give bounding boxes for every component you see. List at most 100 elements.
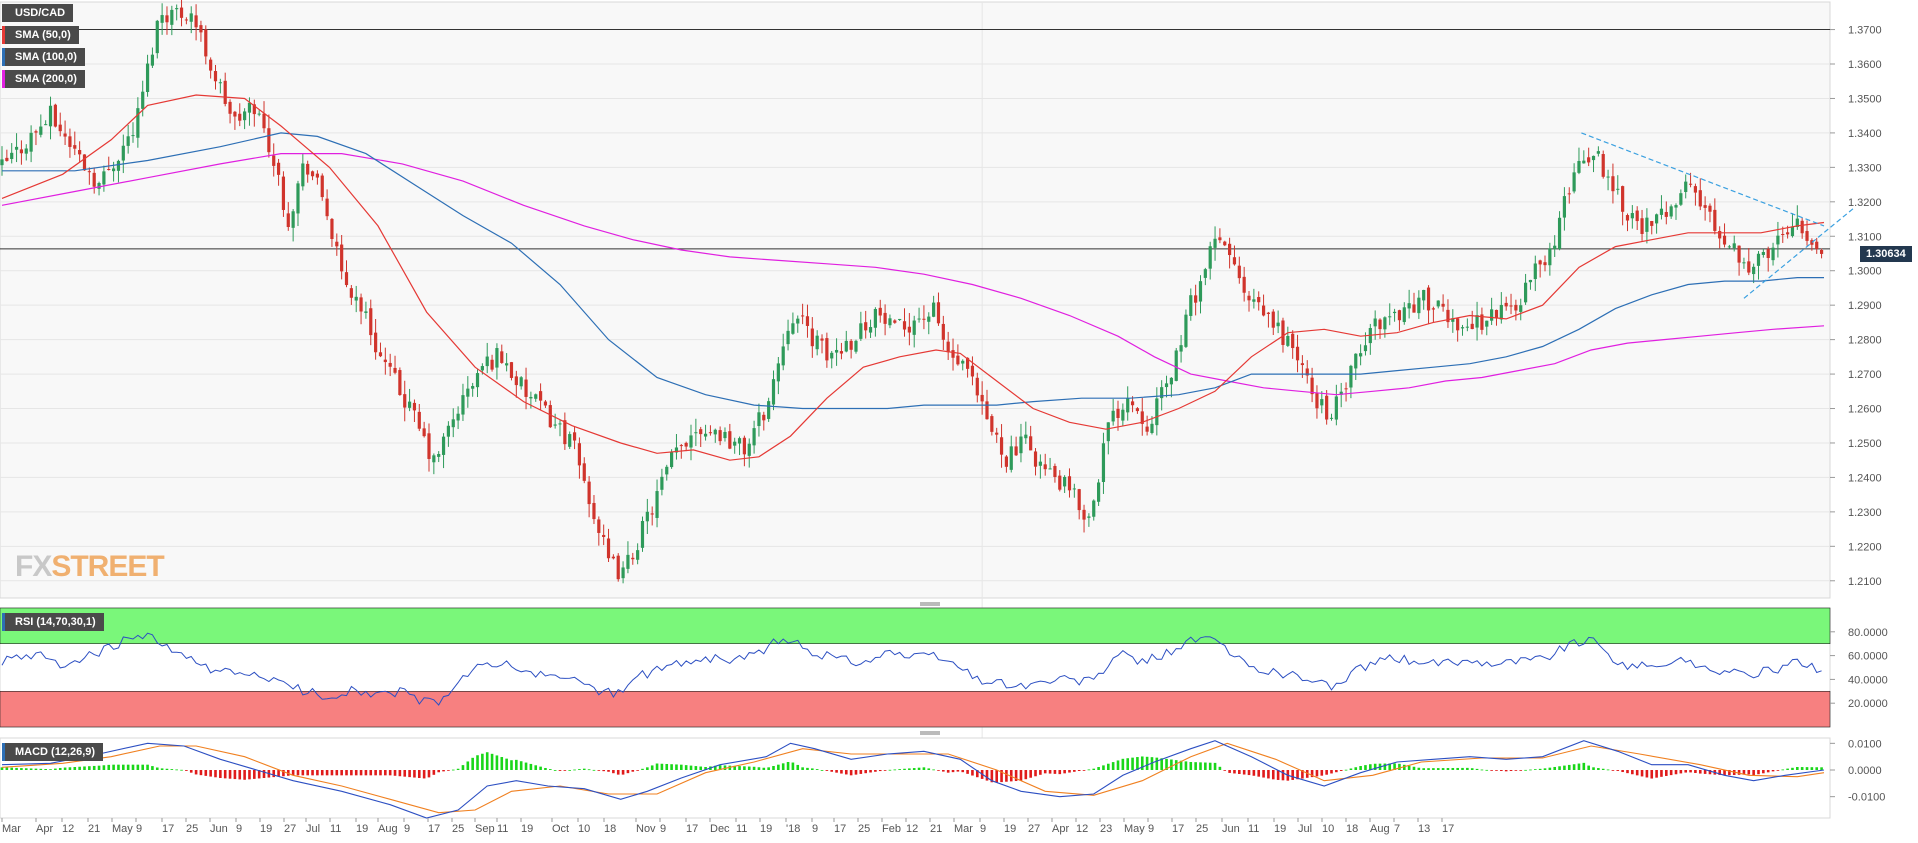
legend-sma200[interactable]: SMA (200,0)	[2, 70, 85, 88]
candle-body	[1611, 176, 1615, 192]
macd-histogram-bar	[262, 770, 266, 778]
macd-histogram-bar	[417, 770, 421, 778]
x-tick-label: Jul	[306, 823, 320, 835]
macd-histogram-bar	[1582, 762, 1586, 770]
candle-body	[1805, 231, 1809, 241]
candle-body	[830, 352, 834, 359]
candle-body	[548, 405, 552, 428]
macd-histogram-bar	[73, 767, 77, 770]
candle-body	[616, 555, 620, 580]
candle-body	[466, 388, 470, 397]
macd-histogram-bar	[1223, 770, 1227, 771]
candle-body	[1708, 205, 1712, 212]
macd-histogram-bar	[1747, 770, 1751, 775]
macd-histogram-bar	[447, 770, 450, 771]
candle-body	[1383, 317, 1387, 330]
candle-body	[170, 9, 174, 25]
candle-body	[873, 308, 877, 328]
macd-histogram-bar	[427, 770, 431, 778]
candle-body	[238, 113, 242, 121]
candle-body	[631, 557, 635, 560]
candle-body	[14, 146, 19, 150]
candle-body	[267, 128, 271, 153]
macd-histogram-bar	[568, 770, 572, 771]
candle-body	[374, 332, 378, 353]
macd-histogram-bar	[1043, 770, 1047, 774]
candle-body	[1417, 297, 1421, 314]
candle-body	[568, 434, 572, 447]
x-tick-label: Jun	[1222, 823, 1240, 835]
main-y-tick-label: 1.2500	[1848, 438, 1882, 450]
candle-body	[1737, 245, 1741, 263]
candle-body	[1363, 345, 1368, 352]
legend-symbol[interactable]: USD/CAD	[2, 4, 74, 22]
candle-body	[141, 91, 145, 109]
macd-histogram-bar	[1810, 767, 1814, 770]
macd-histogram-bar	[151, 766, 154, 770]
macd-histogram-bar	[180, 769, 183, 771]
candle-body	[825, 338, 829, 361]
candle-body	[956, 355, 960, 365]
rsi-y-tick-label: 20.0000	[1848, 698, 1888, 710]
macd-title[interactable]: MACD (12,26,9)	[2, 743, 104, 761]
candle-body	[1237, 265, 1241, 279]
macd-histogram-bar	[1500, 770, 1503, 771]
candle-body	[82, 154, 87, 171]
macd-histogram-bar	[932, 769, 935, 771]
macd-histogram-bar	[1058, 770, 1062, 775]
rsi-y-tick-label: 40.0000	[1848, 674, 1888, 686]
candle-body	[359, 297, 363, 312]
macd-histogram-bar	[515, 759, 518, 770]
macd-histogram-bar	[519, 761, 523, 770]
legend-sma100[interactable]: SMA (100,0)	[2, 48, 85, 66]
candle-body	[364, 311, 368, 313]
candle-body	[252, 104, 256, 115]
candle-body	[728, 431, 732, 449]
candle-body	[1121, 409, 1125, 421]
macd-histogram-bar	[136, 764, 140, 770]
macd-histogram-bar	[1170, 759, 1173, 770]
legend-sma50[interactable]: SMA (50,0)	[2, 26, 79, 44]
macd-histogram-bar	[1092, 768, 1096, 770]
macd-histogram-bar	[1412, 766, 1416, 770]
candle-body	[0, 159, 4, 166]
macd-y-tick-label: 0.0100	[1848, 738, 1882, 750]
macd-histogram-bar	[1640, 770, 1644, 777]
candle-body	[606, 538, 611, 559]
macd-histogram-bar	[937, 770, 940, 771]
candle-body	[58, 124, 62, 132]
macd-histogram-bar	[1393, 763, 1396, 770]
macd-histogram-bar	[413, 770, 416, 778]
macd-histogram-bar	[636, 770, 639, 771]
candle-body	[1674, 205, 1678, 208]
sma100-line	[2, 132, 1824, 410]
macd-histogram-bar	[718, 765, 722, 770]
macd-histogram-bar	[1684, 770, 1688, 773]
x-tick-label: 9	[1148, 823, 1154, 835]
macd-histogram-bar	[1543, 768, 1547, 770]
macd-histogram-bar	[291, 770, 295, 776]
candle-body	[1155, 398, 1159, 426]
macd-histogram-bar	[1126, 758, 1130, 770]
macd-histogram-bar	[912, 768, 916, 770]
candle-body	[344, 272, 349, 286]
candles-group	[0, 0, 1824, 584]
candle-body	[461, 395, 465, 415]
candle-body	[1126, 398, 1130, 413]
candle-body	[771, 379, 776, 405]
candle-body	[126, 136, 130, 146]
candle-body	[1325, 395, 1329, 420]
candle-body	[946, 341, 950, 353]
macd-histogram-bar	[747, 766, 751, 770]
candle-body	[1257, 297, 1261, 303]
candle-body	[1300, 363, 1304, 366]
rsi-title[interactable]: RSI (14,70,30,1)	[2, 613, 104, 631]
x-tick-label: Dec	[710, 823, 730, 835]
x-tick-label: 27	[1028, 823, 1040, 835]
macd-histogram-bar	[24, 768, 28, 770]
candle-body	[1063, 476, 1067, 487]
candle-body	[747, 443, 751, 456]
candle-body	[286, 213, 290, 228]
macd-histogram-bar	[122, 764, 125, 770]
